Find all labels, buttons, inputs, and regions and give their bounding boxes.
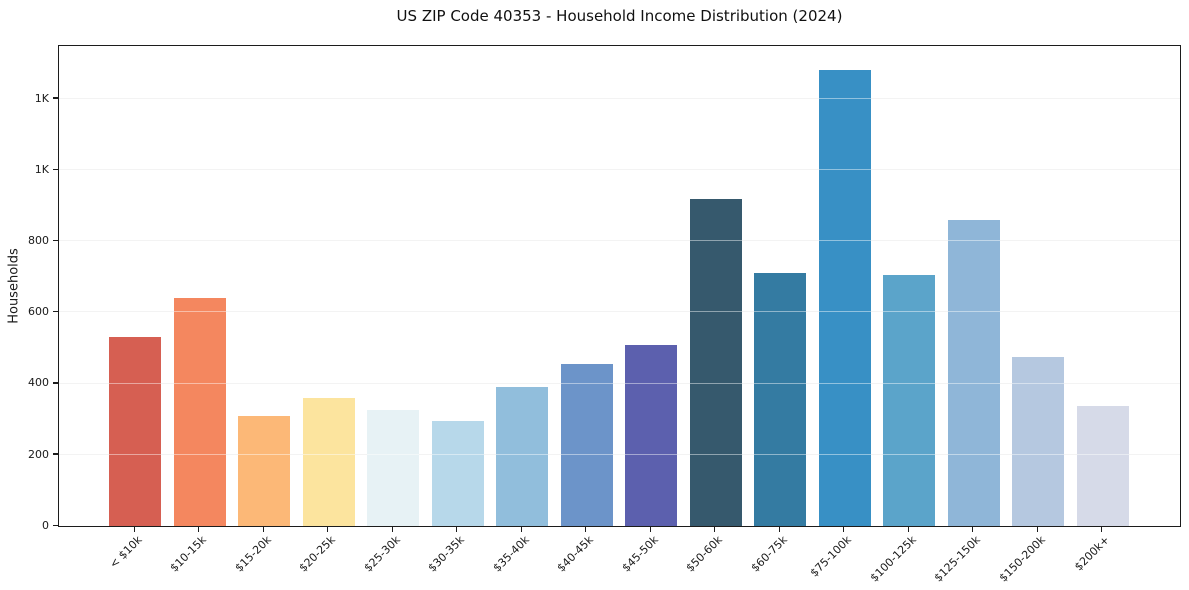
plot-area: [58, 45, 1181, 527]
x-tick-label: $25-30k: [361, 533, 403, 575]
bar-$15-20k: [238, 415, 291, 526]
x-tick-mark: [843, 527, 845, 532]
y-tick-label: 800: [28, 233, 49, 247]
y-tick-mark: [53, 97, 58, 99]
x-tick-mark: [1101, 527, 1103, 532]
y-tick-mark: [53, 382, 58, 384]
x-tick-label: $15-20k: [232, 533, 274, 575]
x-tick-mark: [907, 527, 909, 532]
y-tick-label: 600: [28, 305, 49, 319]
x-tick-mark: [391, 527, 393, 532]
gridline-overlay: [59, 98, 1180, 99]
gridline: [59, 98, 1180, 99]
bar-$200k+: [1076, 405, 1129, 526]
x-tick-mark: [585, 527, 587, 532]
y-tick-label: 1K: [34, 162, 49, 176]
gridline: [59, 454, 1180, 455]
x-tick-label: $200k+: [1072, 533, 1113, 574]
gridline-overlay: [59, 169, 1180, 170]
x-tick-mark: [133, 527, 135, 532]
bar-$10-15k: [173, 298, 226, 526]
gridline-overlay: [59, 383, 1180, 384]
gridline: [59, 311, 1180, 312]
chart-title: US ZIP Code 40353 - Household Income Dis…: [396, 7, 843, 25]
x-tick-mark: [714, 527, 716, 532]
x-tick-label: $20-25k: [296, 533, 339, 575]
x-tick-mark: [456, 527, 458, 532]
x-tick-mark: [198, 527, 200, 532]
y-tick-mark: [53, 311, 58, 313]
gridline: [59, 240, 1180, 241]
y-tick-label: 400: [28, 376, 49, 390]
bar-$100-125k: [883, 274, 936, 526]
bar-$75-100k: [818, 70, 871, 526]
x-tick-label: $75-100k: [808, 533, 855, 580]
bar-$20-25k: [302, 397, 355, 526]
bar-$30-35k: [431, 420, 484, 526]
bar-$50-60k: [689, 199, 742, 526]
x-tick-label: $40-45k: [554, 533, 597, 575]
y-tick-mark: [53, 524, 58, 527]
y-tick-mark: [53, 239, 58, 242]
x-tick-mark: [972, 527, 974, 532]
x-tick-mark: [327, 527, 329, 532]
x-tick-label: $50-60k: [683, 533, 726, 575]
x-tick-label: $30-35k: [425, 533, 468, 575]
bar-$25-30k: [367, 409, 420, 526]
bar-$35-40k: [496, 387, 549, 526]
x-tick-label: $60-75k: [748, 533, 790, 575]
x-tick-label: $125-150k: [932, 533, 984, 585]
gridline: [59, 383, 1180, 384]
y-tick-label: 200: [28, 447, 49, 461]
x-tick-label: $35-40k: [490, 533, 532, 575]
x-tick-mark: [520, 527, 522, 532]
x-tick-label: $150-200k: [996, 533, 1048, 585]
bar-< $10k: [109, 337, 162, 526]
gridline-overlay: [59, 311, 1180, 312]
bar-$150-200k: [1012, 356, 1065, 526]
x-tick-mark: [262, 527, 264, 532]
bar-$40-45k: [560, 363, 613, 526]
y-tick-label: 0: [42, 518, 49, 532]
x-tick-mark: [649, 527, 651, 532]
gridline-overlay: [59, 454, 1180, 455]
y-tick-mark: [53, 453, 58, 455]
y-tick-label: 1K: [34, 91, 49, 105]
x-tick-mark: [1036, 527, 1038, 532]
gridline: [59, 169, 1180, 170]
x-tick-label: $100-125k: [867, 533, 919, 585]
bar-$45-50k: [625, 345, 678, 526]
y-tick-mark: [53, 168, 58, 170]
x-tick-label: $45-50k: [619, 533, 661, 575]
x-tick-label: < $10k: [107, 533, 145, 571]
x-tick-label: $10-15k: [167, 533, 210, 575]
x-tick-mark: [778, 527, 780, 532]
bar-$125-150k: [947, 219, 1000, 526]
bar-$60-75k: [754, 273, 807, 526]
gridline-overlay: [59, 240, 1180, 241]
